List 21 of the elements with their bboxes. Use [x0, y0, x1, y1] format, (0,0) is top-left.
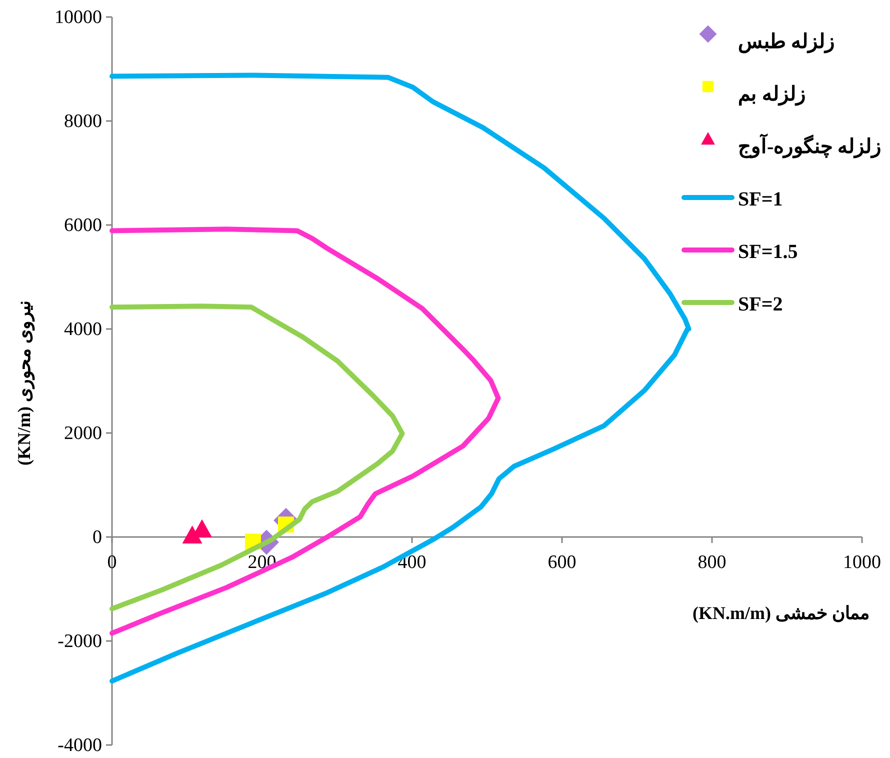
legend-label: زلزله بم: [738, 84, 806, 106]
y-tick-label: -2000: [58, 631, 102, 652]
y-tick-label: -4000: [58, 735, 102, 756]
legend-label: SF=1.5: [738, 241, 798, 263]
y-tick-label: 8000: [64, 111, 102, 132]
y-tick-label: 10000: [54, 7, 102, 28]
y-tick-label: 0: [92, 527, 102, 548]
x-tick-label: 0: [107, 552, 117, 573]
y-axis-title: نیروی محوری (KN/m): [14, 300, 35, 466]
y-tick-label: 6000: [64, 215, 102, 236]
y-tick-label: 4000: [64, 319, 102, 340]
x-axis-title: ممان خمشی (KN.m/m): [692, 603, 870, 623]
x-tick-label: 1000: [843, 552, 881, 573]
x-tick-label: 800: [698, 552, 726, 573]
legend-label: SF=2: [738, 294, 783, 316]
legend-label: SF=1: [738, 188, 783, 210]
legend-label: زلزله چنگوره-آوج: [738, 133, 882, 159]
x-tick-label: 600: [548, 552, 576, 573]
legend-label: زلزله طبس: [738, 31, 835, 54]
y-tick-label: 2000: [64, 423, 102, 444]
x-tick-label: 400: [398, 552, 426, 573]
